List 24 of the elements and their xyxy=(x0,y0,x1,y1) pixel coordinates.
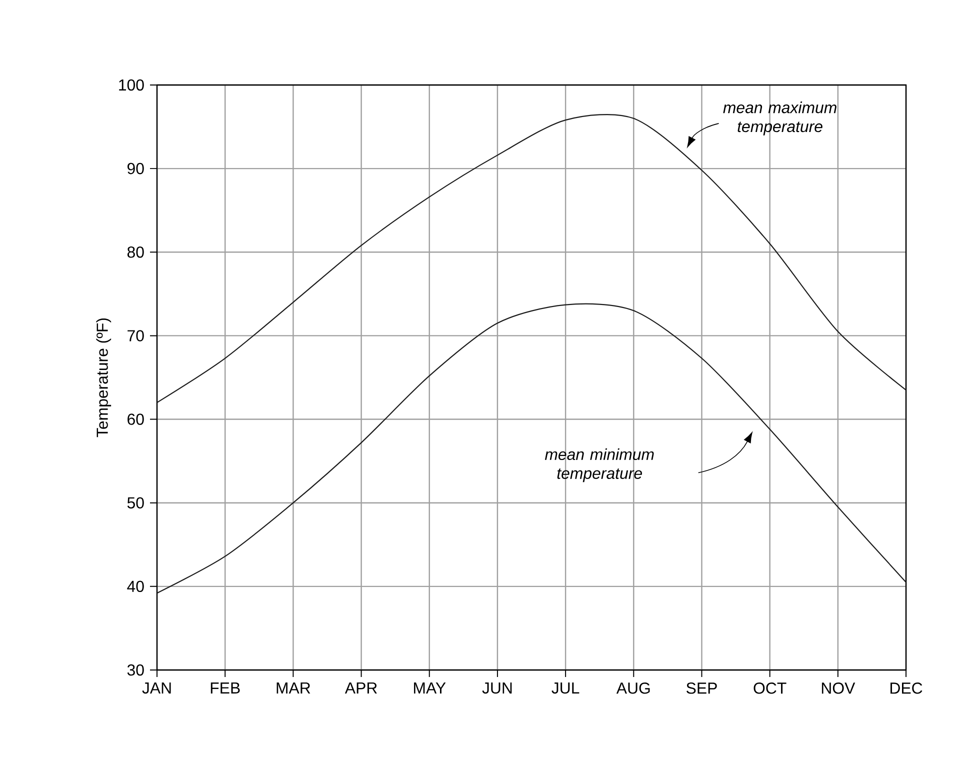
y-tick-label: 90 xyxy=(128,162,144,174)
x-tick-label: MAY xyxy=(414,682,446,694)
x-tick-label: OCT xyxy=(754,682,786,694)
y-tick-label: 30 xyxy=(127,664,144,676)
x-tick-label: MAR xyxy=(276,682,310,694)
x-tick-label: APR xyxy=(344,682,377,694)
x-tick-label: JUN xyxy=(482,682,512,694)
x-tick-label: JUL xyxy=(552,682,580,694)
x-tick-label: AUG xyxy=(616,682,650,694)
y-tick-label: 40 xyxy=(127,580,144,592)
x-tick-label: FEB xyxy=(210,682,240,694)
y-tick-label: 60 xyxy=(128,414,144,425)
x-tick-label: NOV xyxy=(822,682,856,694)
y-axis-title: Temperature (ºF) xyxy=(96,318,112,438)
x-tick-label: JAN xyxy=(142,682,171,694)
annotation: mean minimum temperature xyxy=(544,448,654,482)
y-tick-label: 70 xyxy=(128,330,144,342)
line-series xyxy=(156,303,907,594)
y-tick-label: 50 xyxy=(127,497,144,508)
y-tick-label: 100 xyxy=(119,79,144,91)
annotation: mean maximum temperature xyxy=(723,102,836,136)
x-tick-label: SEP xyxy=(686,682,717,694)
x-tick-label: DEC xyxy=(890,682,922,694)
y-tick-label: 80 xyxy=(127,246,144,258)
